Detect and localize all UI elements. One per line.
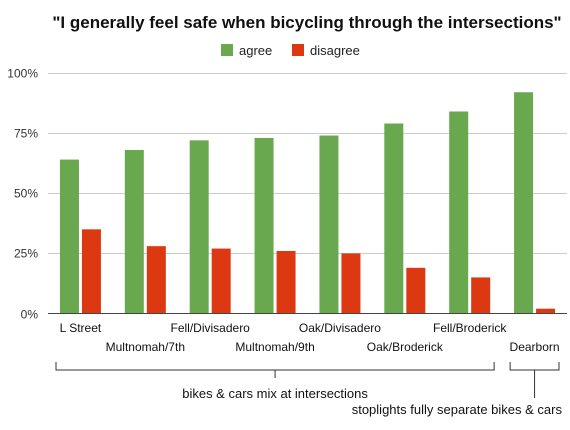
- legend-label-disagree: disagree: [310, 43, 360, 58]
- annotation-bracket: [509, 362, 560, 371]
- bar-disagree: [471, 277, 491, 314]
- y-tick-label: 100%: [7, 67, 38, 81]
- bar-agree: [59, 159, 79, 314]
- y-tick-label: 75%: [14, 127, 38, 141]
- bar-disagree: [536, 308, 556, 314]
- bar-agree: [319, 135, 339, 314]
- bar-agree: [384, 123, 404, 314]
- x-tick-label: Multnomah/9th: [235, 340, 314, 354]
- chart-title: "I generally feel safe when bicycling th…: [52, 13, 561, 32]
- bar-disagree: [341, 253, 361, 314]
- bar-agree: [189, 140, 209, 314]
- annotation-label: bikes & cars mix at intersections: [182, 386, 368, 401]
- x-tick-label: Dearborn: [510, 340, 560, 354]
- legend-swatch-disagree: [292, 44, 304, 56]
- y-tick-label: 0%: [21, 308, 39, 322]
- bar-disagree: [146, 246, 166, 314]
- x-tick-label: L Street: [60, 321, 102, 335]
- bar-disagree: [406, 267, 426, 314]
- x-tick-label: Fell/Broderick: [433, 321, 507, 335]
- bars: [59, 92, 556, 314]
- bar-agree: [254, 137, 274, 314]
- x-tick-label: Fell/Divisadero: [171, 321, 251, 335]
- bar-agree: [514, 92, 534, 314]
- annotation-label: stoplights fully separate bikes & cars: [352, 402, 563, 417]
- legend-swatch-agree: [221, 44, 233, 56]
- bar-disagree: [81, 229, 101, 314]
- y-axis-ticks: 0% 25% 50% 75% 100%: [7, 67, 38, 322]
- bar-disagree: [276, 250, 296, 314]
- legend: agree disagree: [221, 43, 360, 58]
- annotation-bracket: [55, 362, 495, 371]
- bar-disagree: [211, 248, 231, 314]
- x-tick-label: Oak/Divisadero: [299, 321, 381, 335]
- group-annotations: bikes & cars mix at intersectionsstoplig…: [55, 362, 563, 417]
- bar-agree: [124, 149, 144, 314]
- x-tick-label: Multnomah/7th: [106, 340, 185, 354]
- y-tick-label: 25%: [14, 247, 38, 261]
- category-labels: L Street Multnomah/7th Fell/Divisadero Mult…: [60, 321, 560, 354]
- bar-agree: [449, 111, 469, 314]
- x-tick-label: Oak/Broderick: [367, 340, 444, 354]
- legend-label-agree: agree: [239, 43, 272, 58]
- y-tick-label: 50%: [14, 187, 38, 201]
